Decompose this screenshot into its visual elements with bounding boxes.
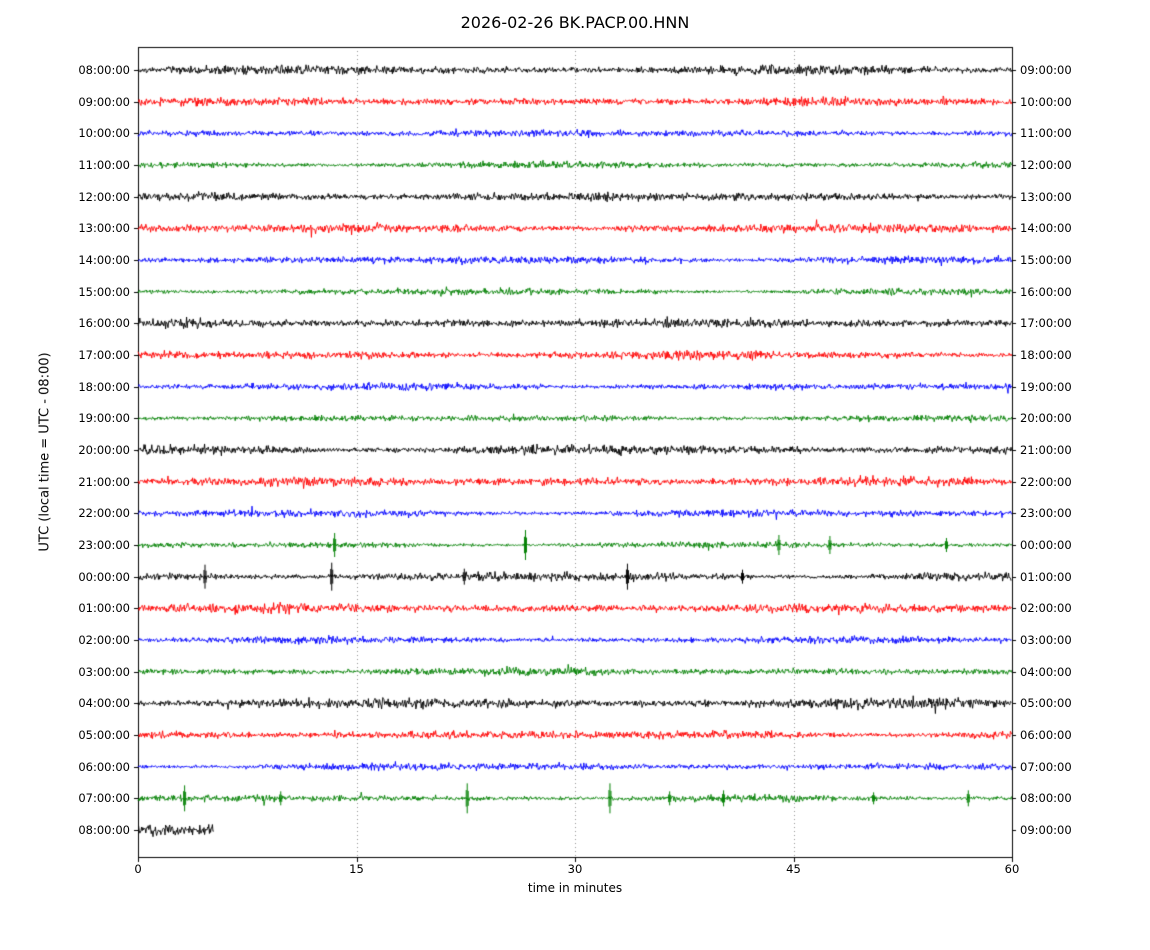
right-time-label: 03:00:00 — [1020, 633, 1072, 647]
left-time-label: 21:00:00 — [78, 474, 130, 489]
left-time-label: 13:00:00 — [78, 221, 130, 236]
x-tick-label: 60 — [1004, 862, 1020, 876]
left-time-label: 16:00:00 — [78, 316, 130, 331]
left-time-label: 22:00:00 — [78, 506, 130, 521]
right-time-label: 12:00:00 — [1020, 158, 1072, 172]
right-time-label: 19:00:00 — [1020, 379, 1072, 394]
right-time-label: 07:00:00 — [1020, 759, 1072, 774]
right-time-label: 15:00:00 — [1020, 253, 1072, 267]
right-time-label: 01:00:00 — [1020, 569, 1072, 584]
right-time-label: 09:00:00 — [1020, 823, 1072, 837]
right-time-label: 08:00:00 — [1020, 791, 1072, 806]
right-time-label: 04:00:00 — [1020, 664, 1072, 679]
left-time-label: 18:00:00 — [78, 379, 130, 394]
right-time-label: 16:00:00 — [1020, 284, 1072, 299]
right-time-label: 20:00:00 — [1020, 411, 1072, 426]
right-time-label: 17:00:00 — [1020, 316, 1072, 331]
x-tick-label: 15 — [349, 862, 364, 876]
left-time-label: 10:00:00 — [78, 126, 130, 141]
right-time-label: 00:00:00 — [1020, 538, 1072, 552]
right-time-label: 13:00:00 — [1020, 189, 1072, 204]
right-time-label: 02:00:00 — [1020, 601, 1072, 616]
left-time-label: 03:00:00 — [78, 664, 130, 679]
left-time-label: 12:00:00 — [78, 189, 130, 204]
left-time-label: 20:00:00 — [78, 443, 130, 457]
left-time-label: 06:00:00 — [78, 759, 130, 774]
right-time-label: 10:00:00 — [1020, 94, 1072, 109]
right-time-label: 23:00:00 — [1020, 506, 1072, 521]
left-time-label: 08:00:00 — [78, 823, 130, 837]
right-time-label: 18:00:00 — [1020, 348, 1072, 362]
left-time-label: 09:00:00 — [78, 94, 130, 109]
left-time-label: 17:00:00 — [78, 348, 130, 362]
left-time-label: 19:00:00 — [78, 411, 130, 426]
left-time-label: 08:00:00 — [78, 63, 130, 77]
left-time-label: 11:00:00 — [78, 158, 130, 172]
left-time-label: 02:00:00 — [78, 633, 130, 647]
left-time-label: 05:00:00 — [78, 728, 130, 742]
right-time-label: 11:00:00 — [1020, 126, 1072, 141]
x-tick-label: 45 — [786, 862, 801, 876]
x-tick-label: 0 — [134, 862, 142, 876]
x-tick-label: 30 — [567, 862, 583, 876]
left-time-label: 15:00:00 — [78, 284, 130, 299]
right-time-label: 06:00:00 — [1020, 728, 1072, 742]
left-time-label: 07:00:00 — [78, 791, 130, 806]
right-time-label: 22:00:00 — [1020, 474, 1072, 489]
right-time-label: 09:00:00 — [1020, 63, 1072, 77]
right-time-label: 14:00:00 — [1020, 221, 1072, 236]
right-time-label: 05:00:00 — [1020, 696, 1072, 711]
left-time-label: 23:00:00 — [78, 538, 130, 552]
x-axis-label: time in minutes — [527, 881, 623, 895]
left-time-label: 14:00:00 — [78, 253, 130, 267]
left-time-label: 04:00:00 — [78, 696, 130, 711]
right-time-label: 21:00:00 — [1020, 443, 1072, 457]
left-time-label: 01:00:00 — [78, 601, 130, 616]
left-time-label: 00:00:00 — [78, 569, 130, 584]
chart-title: 2026-02-26 BK.PACP.00.HNN — [460, 13, 690, 32]
